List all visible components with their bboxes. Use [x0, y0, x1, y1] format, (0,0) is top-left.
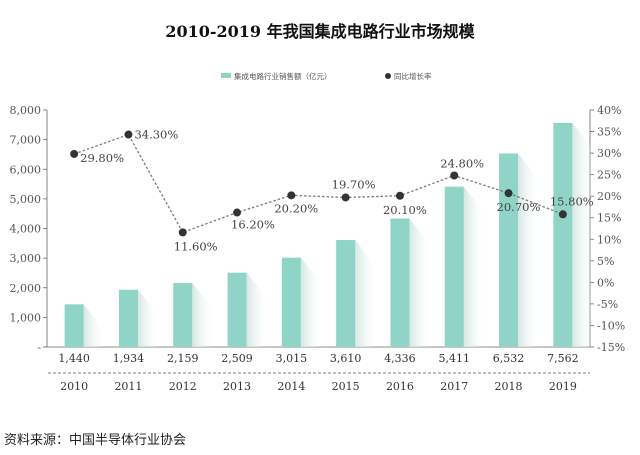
growth-rate-marker	[558, 210, 567, 219]
bar-shadow	[518, 153, 541, 347]
data-labels: 29.80% 34.30% 11.60% 16.20% 20.20% 19.70% 20.1…	[80, 128, 594, 254]
x-tick-label: 2017	[440, 380, 468, 393]
bar-value-label: 3,015	[276, 352, 308, 365]
y-left-tick-label: 5,000	[10, 193, 42, 206]
bar-value-label: 3,610	[330, 352, 362, 365]
legend-line-label: 同比增长率	[394, 71, 432, 81]
x-tick-label: 2011	[114, 380, 142, 393]
x-tick-label: 2012	[169, 380, 197, 393]
bar-shadow	[300, 257, 323, 347]
legend-bar-swatch	[221, 73, 231, 78]
y-left-tick-label: 8,000	[10, 104, 42, 117]
bar	[281, 257, 301, 347]
growth-line	[70, 130, 567, 237]
growth-rate-marker	[70, 149, 79, 158]
bar	[390, 218, 410, 347]
bar	[553, 122, 573, 347]
bar-shadow	[192, 283, 215, 347]
growth-rate-marker	[124, 130, 133, 139]
y-left-tick-label: 7,000	[10, 134, 42, 147]
y-left-tick-label: 4,000	[10, 223, 42, 236]
bar-value-label: 1,440	[58, 352, 90, 365]
y-right-tick-label: -5%	[597, 298, 618, 311]
bar	[499, 153, 519, 347]
bar	[64, 304, 84, 347]
bar-value-label: 5,411	[439, 352, 471, 365]
y-right-tick-label: 35%	[597, 126, 621, 139]
growth-rate-marker	[395, 191, 404, 200]
value-table: 1,440 1,934 2,159 2,509 3,015 3,610 4,336 5,411…	[48, 352, 590, 393]
y-right-tick-label: -15%	[597, 341, 625, 354]
growth-rate-label: 11.60%	[174, 239, 218, 253]
growth-rate-label: 29.80%	[80, 151, 124, 165]
bar-shadow	[246, 272, 269, 347]
x-tick-label: 2015	[332, 380, 360, 393]
y-right-tick-label: 40%	[597, 104, 621, 117]
growth-rate-marker	[504, 189, 513, 198]
chart-title: 2010-2019 年我国集成电路行业市场规模	[165, 22, 475, 41]
bar-value-label: 2,509	[221, 352, 253, 365]
x-tick-label: 2014	[277, 380, 305, 393]
bar	[444, 186, 464, 347]
bar-shadow	[355, 240, 378, 347]
growth-rate-label: 24.80%	[440, 156, 484, 170]
x-tick-label: 2016	[386, 380, 414, 393]
bar	[173, 283, 193, 347]
growth-rate-marker	[233, 208, 242, 217]
y-left-tick-label: 2,000	[10, 282, 42, 295]
growth-rate-line	[73, 133, 564, 234]
growth-rate-marker	[287, 191, 296, 200]
bars	[64, 122, 595, 347]
growth-rate-marker	[341, 193, 350, 202]
bar-value-label: 2,159	[167, 352, 199, 365]
y-left-tick-label: 3,000	[10, 252, 42, 265]
bar	[336, 240, 356, 347]
y-right-tick-label: 30%	[597, 147, 621, 160]
bar-value-label: 1,934	[113, 352, 145, 365]
y-right-tick-label: 15%	[597, 212, 621, 225]
growth-rate-label: 16.20%	[231, 218, 275, 232]
x-tick-label: 2013	[223, 380, 251, 393]
bar-value-label: 6,532	[493, 352, 525, 365]
x-tick-label: 2019	[549, 380, 577, 393]
y-left-tick-label: 6,000	[10, 163, 42, 176]
bar-shadow	[572, 122, 595, 347]
bar-value-label: 4,336	[384, 352, 416, 365]
growth-rate-label: 19.70%	[332, 177, 376, 191]
bar-shadow	[463, 186, 486, 347]
y-right-tick-label: 25%	[597, 169, 621, 182]
bar-shadow	[83, 304, 106, 347]
axes: - 1,000 2,000 3,000 4,000 5,000 6,000 7,000 8,00…	[10, 104, 626, 354]
bar-value-label: 7,562	[547, 352, 579, 365]
growth-rate-marker	[178, 228, 187, 237]
growth-rate-label: 20.10%	[383, 203, 427, 217]
legend-line-marker	[385, 73, 391, 79]
y-right-tick-label: 10%	[597, 233, 621, 246]
y-left-tick-label: 1,000	[10, 311, 42, 324]
bar-shadow	[137, 289, 160, 347]
y-right-tick-label: 20%	[597, 190, 621, 203]
bar-shadow	[409, 218, 432, 347]
growth-rate-label: 20.20%	[274, 201, 318, 215]
y-right-tick-label: 0%	[597, 276, 614, 289]
legend: 集成电路行业销售额（亿元） 同比增长率	[221, 71, 432, 81]
growth-rate-marker	[450, 171, 459, 180]
bar	[118, 289, 138, 347]
growth-rate-label: 34.30%	[134, 128, 178, 142]
x-tick-label: 2018	[495, 380, 523, 393]
x-tick-label: 2010	[60, 380, 88, 393]
y-right-tick-label: -10%	[597, 319, 625, 332]
source-note: 资料来源：中国半导体行业协会	[4, 433, 187, 448]
growth-rate-label: 20.70%	[497, 200, 541, 214]
y-left-tick-label: -	[37, 341, 41, 354]
bar	[227, 272, 247, 347]
growth-rate-label: 15.80%	[550, 194, 594, 208]
legend-bar-label: 集成电路行业销售额（亿元）	[234, 71, 332, 81]
y-right-tick-label: 5%	[597, 255, 614, 268]
